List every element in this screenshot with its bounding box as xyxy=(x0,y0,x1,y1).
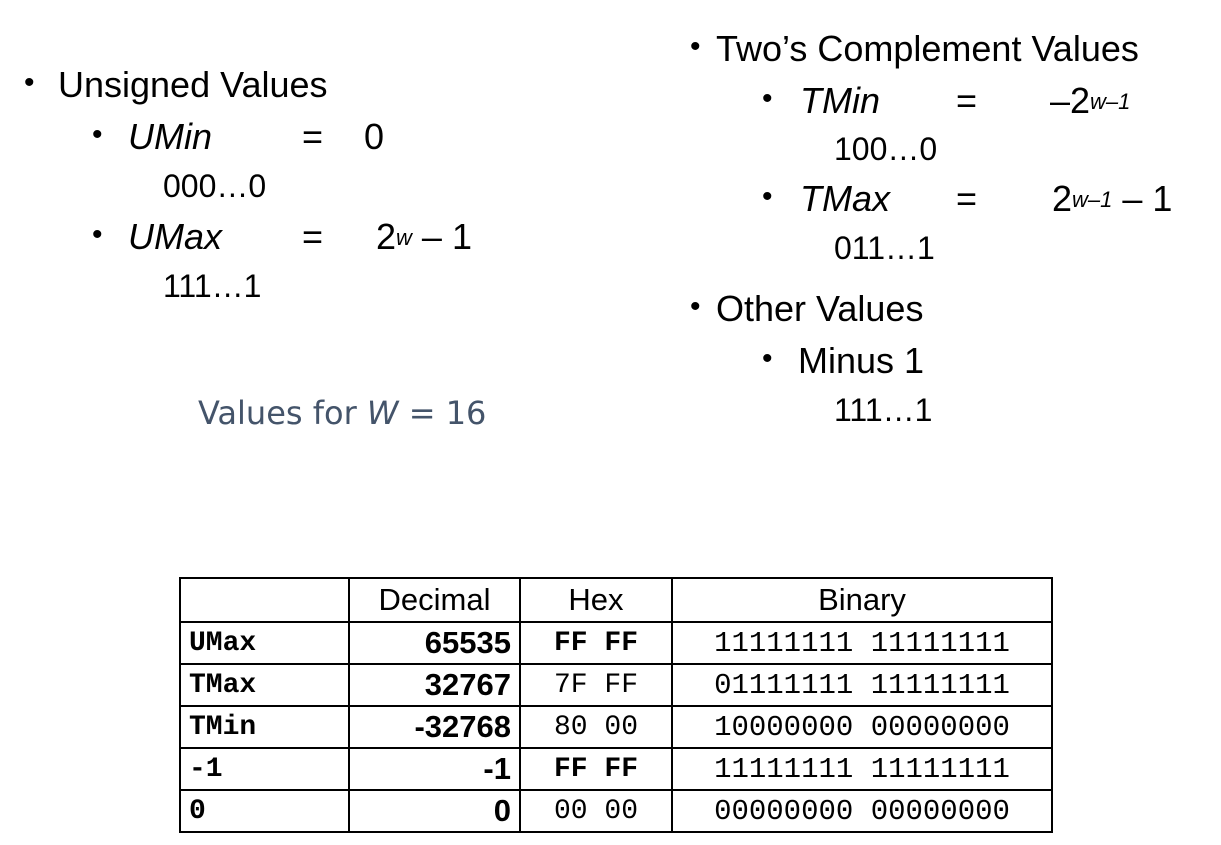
row-name: 0 xyxy=(179,789,350,833)
tmin-equals: = xyxy=(956,80,978,121)
width-note: Values for W = 16 xyxy=(198,394,487,432)
row-hex: 00 00 xyxy=(519,789,673,833)
twos-heading: Two’s Complement Values xyxy=(716,28,1139,69)
table-row: UMax 65535 FF FF 11111111 11111111 xyxy=(179,621,1053,665)
row-binary: 11111111 11111111 xyxy=(671,747,1053,791)
row-hex: FF FF xyxy=(519,747,673,791)
row-decimal: -1 xyxy=(348,747,521,791)
header-hex: Hex xyxy=(519,577,673,623)
bullet-icon: • xyxy=(92,118,103,151)
row-decimal: 32767 xyxy=(348,663,521,707)
table-row: TMax 32767 7F FF 01111111 11111111 xyxy=(179,663,1053,707)
row-hex: 80 00 xyxy=(519,705,673,749)
umax-bits: 111…1 xyxy=(163,268,262,304)
header-binary: Binary xyxy=(671,577,1053,623)
row-binary: 11111111 11111111 xyxy=(671,621,1053,665)
values-table: Decimal Hex Binary UMax 65535 FF FF 1111… xyxy=(179,577,1053,833)
table-header-row: Decimal Hex Binary xyxy=(179,577,1053,623)
row-hex: 7F FF xyxy=(519,663,673,707)
minus1-bits: 111…1 xyxy=(834,392,933,428)
row-name: TMax xyxy=(179,663,350,707)
bullet-icon: • xyxy=(762,82,773,115)
umax-value: 2w – 1 xyxy=(376,216,472,257)
row-decimal: 65535 xyxy=(348,621,521,665)
bullet-icon: • xyxy=(762,342,773,375)
table-row: TMin -32768 80 00 10000000 00000000 xyxy=(179,705,1053,749)
tmin-bits: 100…0 xyxy=(834,131,938,167)
minus1-label: Minus 1 xyxy=(798,340,925,381)
header-decimal: Decimal xyxy=(348,577,521,623)
bullet-icon: • xyxy=(24,66,35,99)
table-row: -1 -1 FF FF 11111111 11111111 xyxy=(179,747,1053,791)
row-binary: 10000000 00000000 xyxy=(671,705,1053,749)
row-decimal: -32768 xyxy=(348,705,521,749)
row-name: -1 xyxy=(179,747,350,791)
table-row: 0 0 00 00 00000000 00000000 xyxy=(179,789,1053,833)
tmax-bits: 011…1 xyxy=(834,230,935,266)
umin-label: UMin xyxy=(128,116,213,157)
tmax-label: TMax xyxy=(800,178,890,219)
unsigned-heading: Unsigned Values xyxy=(58,64,328,105)
bullet-icon: • xyxy=(762,180,773,213)
tmin-label: TMin xyxy=(800,80,880,121)
header-empty xyxy=(179,577,350,623)
bullet-icon: • xyxy=(690,290,701,323)
bullet-icon: • xyxy=(690,30,701,63)
umax-label: UMax xyxy=(128,216,223,257)
bullet-icon: • xyxy=(92,218,103,251)
row-binary: 01111111 11111111 xyxy=(671,663,1053,707)
row-name: TMin xyxy=(179,705,350,749)
umin-equals: = xyxy=(302,116,324,157)
tmax-equals: = xyxy=(956,178,978,219)
umax-equals: = xyxy=(302,216,324,257)
tmax-value: 2w–1 – 1 xyxy=(1052,178,1173,219)
row-hex: FF FF xyxy=(519,621,673,665)
umin-bits: 000…0 xyxy=(163,168,267,204)
tmin-value: –2w–1 xyxy=(1050,80,1131,121)
other-heading: Other Values xyxy=(716,288,924,329)
row-name: UMax xyxy=(179,621,350,665)
umin-value: 0 xyxy=(364,116,385,157)
row-binary: 00000000 00000000 xyxy=(671,789,1053,833)
row-decimal: 0 xyxy=(348,789,521,833)
